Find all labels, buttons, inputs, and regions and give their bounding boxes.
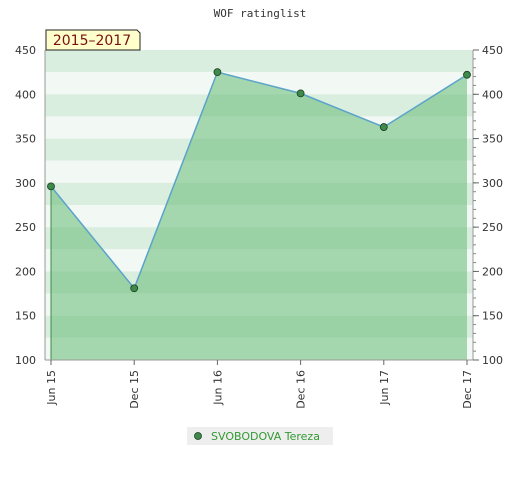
period-badge: 2015–2017: [45, 29, 141, 51]
data-point: [296, 89, 305, 98]
data-point: [379, 123, 388, 131]
y-tick-label-right: 250: [482, 221, 503, 234]
series-area: [51, 72, 467, 361]
legend-entry-svobodova: SVOBODOVA Tereza: [211, 430, 320, 443]
y-tick-label-left: 100: [15, 354, 36, 367]
y-tick-label-right: 200: [482, 265, 503, 278]
x-tick-label: Dec 16: [295, 370, 308, 409]
y-tick-label-right: 400: [482, 88, 503, 101]
y-tick-label-left: 350: [15, 133, 36, 146]
y-tick-label-right: 450: [482, 44, 503, 57]
chart-title: WOF ratinglist: [214, 7, 307, 20]
legend: SVOBODOVA Tereza: [187, 427, 333, 445]
y-tick-label-right: 150: [482, 310, 503, 323]
x-tick-label: Dec 17: [461, 370, 474, 409]
x-tick-label: Jun 15: [45, 370, 58, 406]
y-tick-label-left: 250: [15, 221, 36, 234]
data-point: [130, 284, 139, 293]
series-line-svobodova: [50, 71, 468, 290]
period-label: 2015–2017: [53, 33, 131, 49]
x-tick-label: Jun 16: [211, 370, 224, 406]
y-tick-label-left: 200: [15, 265, 36, 278]
markers-layer: [47, 68, 471, 293]
data-point: [47, 182, 55, 191]
background-band: [45, 50, 473, 73]
y-tick-label-left: 450: [15, 44, 36, 57]
y-tick-label-left: 400: [15, 88, 36, 101]
y-tick-label-left: 300: [15, 177, 36, 190]
data-point: [213, 68, 222, 77]
data-point: [463, 70, 471, 79]
y-tick-label-right: 350: [482, 133, 503, 146]
y-tick-label-left: 150: [15, 310, 36, 323]
legend-marker: [194, 432, 202, 440]
area-layer: [50, 71, 468, 361]
y-tick-label-right: 100: [482, 354, 503, 367]
x-tick-label: Dec 15: [128, 370, 141, 409]
axes: 100 100 150 150 200 200 250 250 300 300 350 350 400 4…: [15, 44, 503, 409]
x-tick-label: Jun 17: [378, 370, 391, 406]
y-tick-label-right: 300: [482, 177, 503, 190]
